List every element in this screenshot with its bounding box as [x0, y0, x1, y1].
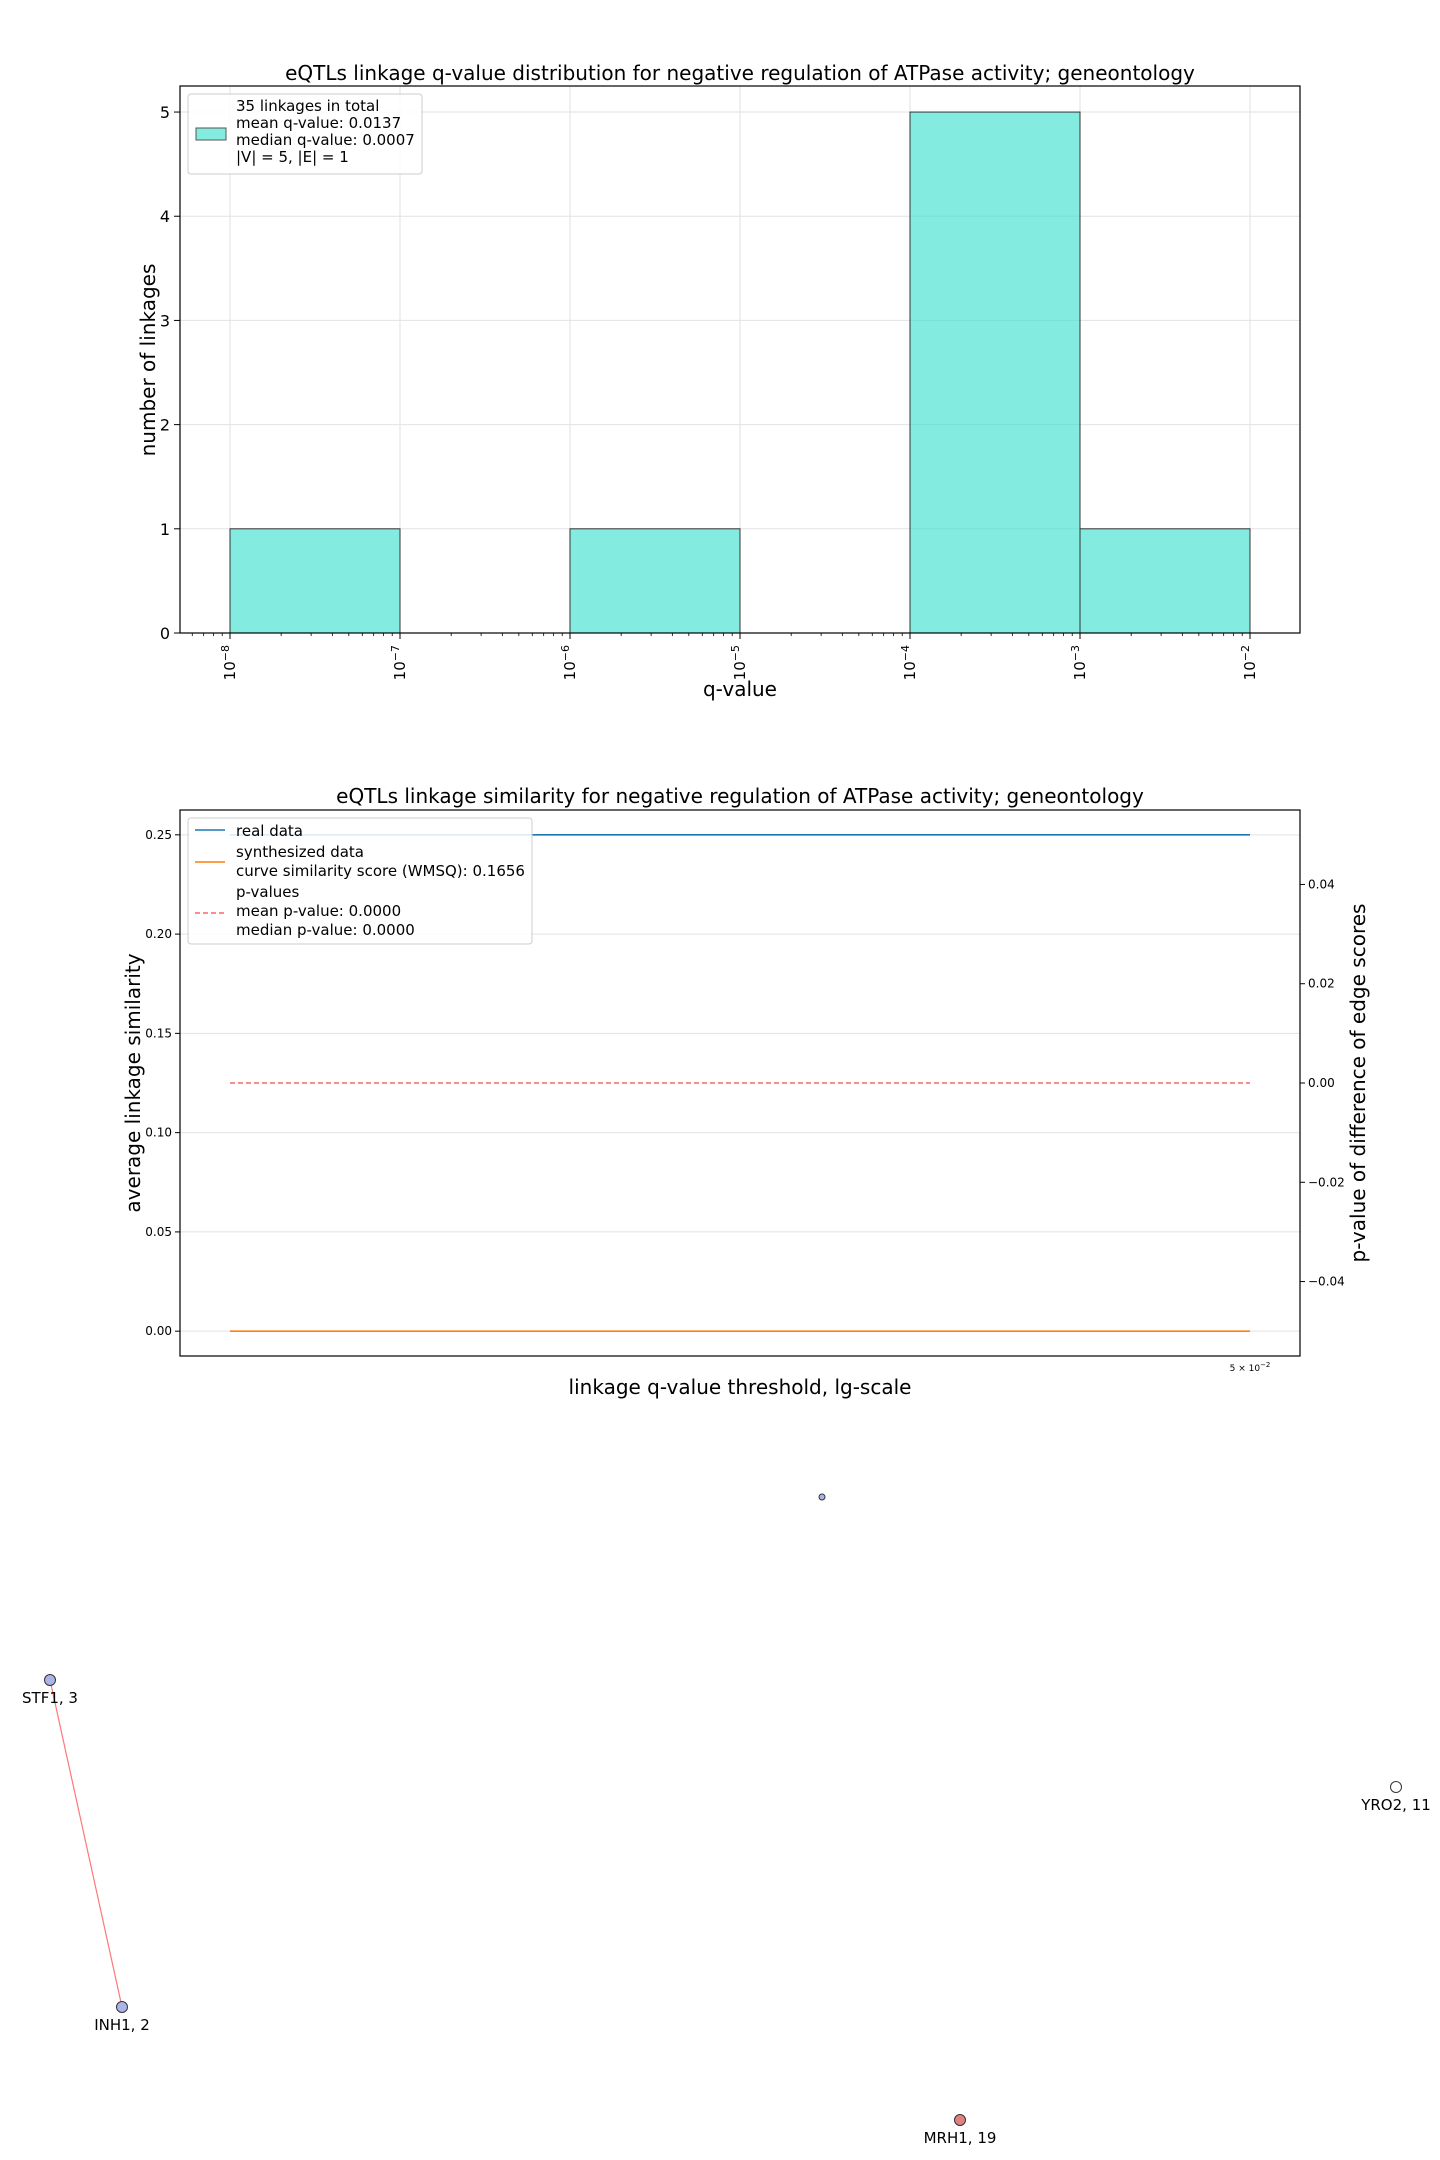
- histogram-y-tick-label: 5: [160, 103, 170, 122]
- histogram-y-tick-label: 0: [160, 624, 170, 643]
- legend-curve-similarity: curve similarity score (WMSQ): 0.1656: [236, 862, 525, 880]
- network-node: [1390, 1781, 1402, 1793]
- x-tick-base: 10: [901, 661, 919, 680]
- similarity-right-y-ticks: −0.04 −0.02 0.00 0.02 0.04: [1300, 877, 1345, 1289]
- x-tick-exponent: −4: [899, 645, 912, 661]
- similarity-right-y-tick-label: −0.04: [1308, 1275, 1345, 1289]
- similarity-right-y-tick-label: 0.00: [1308, 1076, 1335, 1090]
- histogram-bar: [569, 528, 741, 634]
- x-tick-exponent: −6: [559, 645, 572, 661]
- network-node: [116, 2001, 128, 2013]
- histogram-bars: [229, 111, 1251, 634]
- x-tick-exponent: −2: [1260, 1361, 1270, 1369]
- histogram-y-tick-label: 4: [160, 207, 170, 226]
- network-node: [954, 2114, 966, 2126]
- histogram-x-tick-label: 10−4: [899, 645, 919, 680]
- network-node: [818, 1493, 826, 1501]
- histogram-y-ticks: 0 1 2 3 4 5: [160, 103, 180, 643]
- similarity-right-y-axis-label: p-value of difference of edge scores: [1346, 904, 1370, 1263]
- similarity-legend: real data synthesized data curve similar…: [187, 817, 533, 945]
- histogram-legend-box: [187, 93, 423, 175]
- network-edge: [49, 1679, 123, 2008]
- similarity-y-tick-label: 0.25: [145, 828, 172, 842]
- legend-mean-p-value: mean p-value: 0.0000: [236, 902, 401, 920]
- legend-line-graph-size: |V| = 5, |E| = 1: [236, 148, 349, 166]
- legend-line-median: median q-value: 0.0007: [236, 131, 415, 149]
- x-tick-base: 5 × 10: [1230, 1364, 1261, 1374]
- network-node-label: MRH1, 19: [924, 2129, 997, 2147]
- similarity-right-y-tick-label: 0.02: [1308, 977, 1335, 991]
- similarity-y-tick-label: 0.05: [145, 1225, 172, 1239]
- histogram-legend-swatch: [195, 127, 227, 141]
- similarity-line-chart: eQTLs linkage similarity for negative re…: [121, 784, 1370, 1399]
- similarity-y-tick-label: 0.10: [145, 1126, 172, 1140]
- network-edges: [49, 1679, 123, 2008]
- network-node-label: STF1, 3: [22, 1689, 78, 1707]
- x-tick-exponent: −8: [219, 645, 232, 661]
- x-tick-base: 10: [1241, 661, 1259, 680]
- histogram-x-tick-label: 10−7: [389, 645, 409, 680]
- histogram-x-axis-label: q-value: [703, 677, 777, 701]
- x-tick-exponent: −5: [729, 645, 742, 661]
- histogram-x-ticks: 10−810−710−610−510−410−310−2: [191, 633, 1259, 680]
- x-tick-base: 10: [391, 661, 409, 680]
- x-tick-base: 10: [221, 661, 239, 680]
- similarity-title: eQTLs linkage similarity for negative re…: [336, 784, 1144, 808]
- similarity-legend-box: [187, 817, 533, 945]
- legend-line-total: 35 linkages in total: [236, 97, 379, 115]
- network-nodes: STF1, 3 INH1, 2 YRO2, 11 MRH1, 19: [22, 1493, 1431, 2147]
- network-node: [44, 1674, 56, 1686]
- similarity-y-tick-label: 0.20: [145, 927, 172, 941]
- x-tick-exponent: −3: [1069, 645, 1082, 661]
- histogram-x-tick-label: 10−5: [729, 645, 749, 680]
- similarity-x-axis-label: linkage q-value threshold, lg-scale: [569, 1375, 912, 1399]
- legend-line-mean: mean q-value: 0.0137: [236, 114, 401, 132]
- similarity-y-axis-label: average linkage similarity: [121, 953, 145, 1212]
- legend-real-data: real data: [236, 822, 303, 840]
- similarity-x-tick: 5 × 10−2: [1230, 1361, 1271, 1374]
- x-tick-exponent: −2: [1239, 645, 1252, 661]
- similarity-y-tick-label: 0.15: [145, 1026, 172, 1040]
- histogram-y-tick-label: 2: [160, 416, 170, 435]
- histogram-x-tick-label: 10−3: [1069, 645, 1089, 680]
- histogram-y-tick-label: 1: [160, 520, 170, 539]
- x-tick-label: 5 × 10−2: [1230, 1361, 1271, 1374]
- qvalue-histogram: eQTLs linkage q-value distribution for n…: [136, 61, 1301, 701]
- histogram-x-tick-label: 10−2: [1239, 645, 1259, 680]
- x-tick-base: 10: [731, 661, 749, 680]
- network-node-label: INH1, 2: [94, 2016, 150, 2034]
- histogram-bar: [229, 528, 401, 634]
- histogram-x-tick-label: 10−6: [559, 645, 579, 680]
- histogram-legend: 35 linkages in total mean q-value: 0.013…: [187, 93, 423, 175]
- legend-median-p-value: median p-value: 0.0000: [236, 921, 415, 939]
- similarity-right-y-tick-label: −0.02: [1308, 1175, 1345, 1189]
- x-tick-base: 10: [1071, 661, 1089, 680]
- histogram-bar: [909, 111, 1081, 634]
- legend-p-values: p-values: [236, 883, 300, 901]
- histogram-y-axis-label: number of linkages: [136, 264, 160, 457]
- legend-synthesized-data: synthesized data: [236, 843, 364, 861]
- histogram-title: eQTLs linkage q-value distribution for n…: [285, 61, 1195, 85]
- histogram-y-tick-label: 3: [160, 311, 170, 330]
- network-node-label: YRO2, 11: [1360, 1796, 1431, 1814]
- similarity-left-y-ticks: 0.00 0.05 0.10 0.15 0.20 0.25: [145, 828, 180, 1338]
- similarity-y-tick-label: 0.00: [145, 1324, 172, 1338]
- x-tick-exponent: −7: [389, 645, 402, 661]
- histogram-x-tick-label: 10−8: [219, 645, 239, 680]
- x-tick-base: 10: [561, 661, 579, 680]
- linkage-network: STF1, 3 INH1, 2 YRO2, 11 MRH1, 19: [22, 1493, 1431, 2147]
- similarity-right-y-tick-label: 0.04: [1308, 877, 1335, 891]
- histogram-bar: [1079, 528, 1251, 634]
